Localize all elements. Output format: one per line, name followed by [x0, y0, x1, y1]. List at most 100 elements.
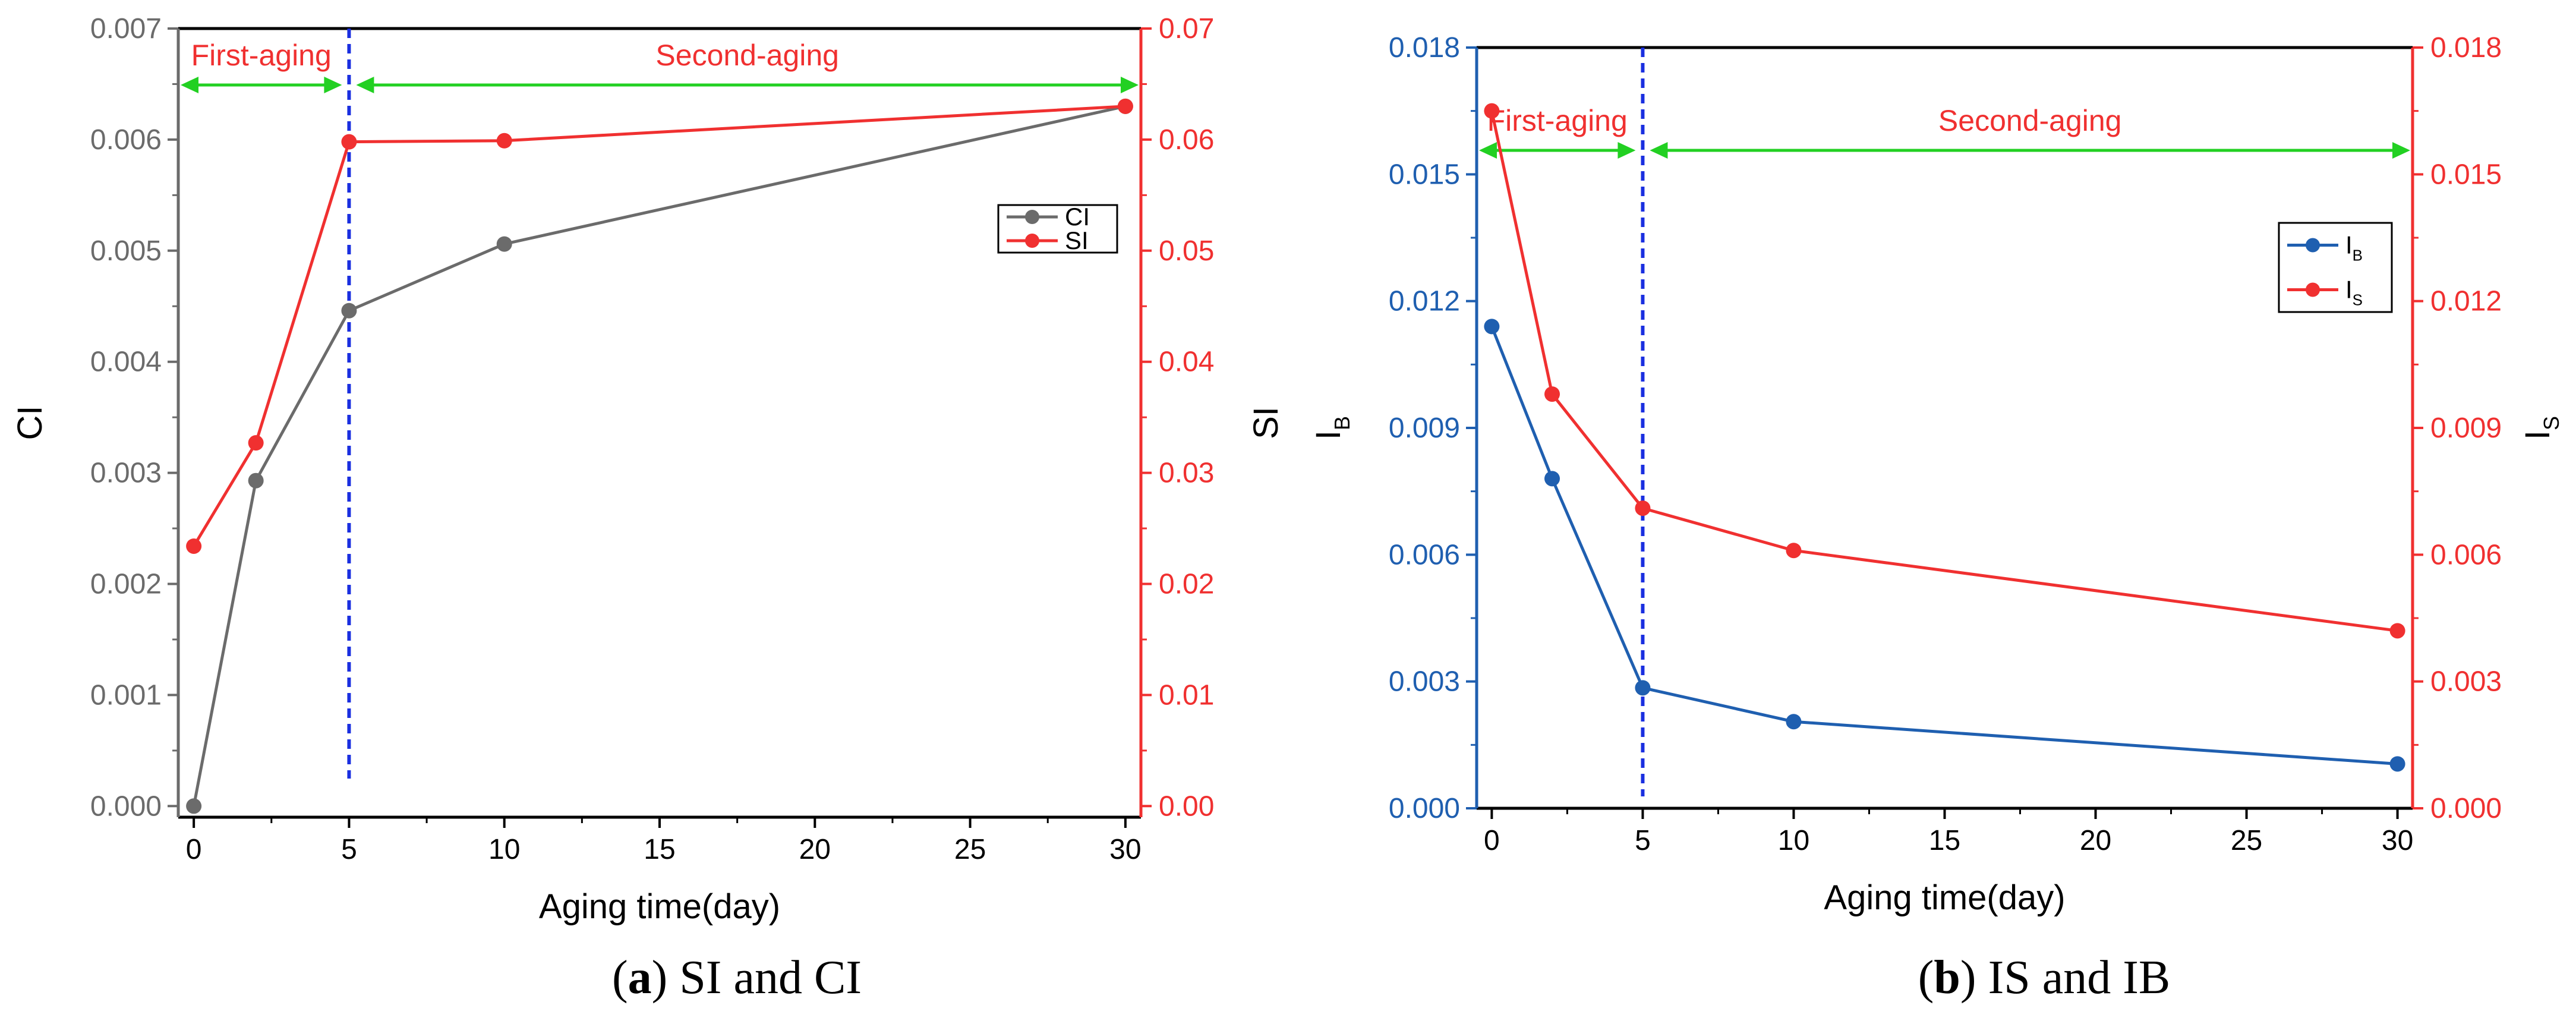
right-y-tick-label: 0.03: [1159, 458, 1214, 489]
right-y-tick-label: 0.00: [1159, 790, 1214, 822]
right-y-tick-label: 0.04: [1159, 346, 1214, 378]
phase-arrow-head-right: [1121, 77, 1139, 93]
x-tick-label: 30: [1109, 834, 1141, 865]
phase-label: First-aging: [1487, 104, 1628, 137]
data-point: [496, 236, 512, 252]
series-line: [1490, 111, 2398, 632]
right-y-tick-label: 0.05: [1159, 235, 1214, 267]
right-y-tick-label: 0.003: [2430, 666, 2502, 698]
x-tick-label: 0: [1484, 825, 1500, 856]
left-y-tick-label: 0.001: [90, 679, 162, 711]
phase-arrow-head-left: [356, 77, 374, 93]
left-y-tick-label: 0.007: [90, 13, 162, 45]
phase-arrow-head-right: [1618, 142, 1636, 159]
x-tick-label: 10: [488, 834, 520, 865]
data-point: [341, 134, 357, 150]
chart-b: 0 5 10 15 20 25 30 0.000 0.003 0.006 0.009 0.012 0.0…: [1309, 32, 2564, 917]
right-y-axis-title: SI: [1247, 407, 1285, 439]
data-point: [496, 133, 512, 149]
left-y-axis-title: CI: [11, 406, 49, 440]
x-tick-label: 0: [186, 834, 202, 865]
phase-label: First-aging: [191, 39, 332, 72]
legend-swatch-marker: [2306, 238, 2320, 253]
caption-b-text: IS and IB: [1988, 952, 2171, 1004]
x-tick-label: 5: [1635, 825, 1651, 856]
phase-arrow-head-left: [181, 77, 198, 93]
left-y-tick-label: 0.006: [1389, 539, 1460, 571]
left-y-axis-title: IB: [1309, 416, 1354, 440]
data-point: [1544, 386, 1560, 402]
left-y-tick-label: 0.004: [90, 346, 162, 378]
phase-arrow-head-right: [2392, 142, 2410, 159]
phase-arrow-head-right: [324, 77, 342, 93]
x-tick-label: 30: [2382, 825, 2413, 856]
data-point: [1635, 500, 1651, 516]
series-line: [1490, 326, 2398, 765]
x-tick-label: 20: [2080, 825, 2111, 856]
data-point: [2389, 623, 2405, 639]
right-y-tick-label: 0.009: [2430, 412, 2502, 444]
left-y-tick-label: 0.015: [1389, 159, 1460, 190]
legend-box: [2278, 222, 2393, 313]
left-y-tick-label: 0.002: [90, 569, 162, 600]
series-line: [192, 105, 1126, 547]
legend-swatch-marker: [1025, 234, 1039, 248]
caption-a-letter: a: [628, 952, 652, 1004]
phase-arrow-head-left: [1650, 142, 1668, 159]
legend-swatch-marker: [1025, 210, 1039, 224]
phase-arrow-head-left: [1479, 142, 1497, 159]
phase-label: Second-aging: [655, 39, 839, 72]
legend-swatch-marker: [2306, 282, 2320, 297]
legend-label: CI: [1065, 203, 1090, 231]
caption-a-text: SI and CI: [679, 952, 862, 1004]
right-y-tick-label: 0.018: [2430, 32, 2502, 64]
legend-box: [997, 204, 1118, 254]
left-y-tick-label: 0.005: [90, 235, 162, 267]
x-tick-label: 10: [1778, 825, 1809, 856]
caption-b-letter: b: [1934, 952, 1960, 1004]
data-point: [2389, 756, 2405, 772]
legend-label: IS: [2345, 276, 2363, 309]
x-tick-label: 5: [341, 834, 357, 865]
data-point: [1484, 103, 1500, 119]
right-y-tick-label: 0.07: [1159, 13, 1214, 45]
right-y-tick-label: 0.012: [2430, 286, 2502, 317]
legend-label: SI: [1065, 226, 1089, 254]
right-y-tick-label: 0.02: [1159, 569, 1214, 600]
left-y-tick-label: 0.006: [90, 124, 162, 156]
left-y-tick-label: 0.003: [1389, 666, 1460, 698]
x-tick-label: 25: [954, 834, 986, 865]
chart-a: 0 5 10 15 20 25 30 0.000 0.001 0.002 0.003 0.004 0.0…: [11, 13, 1285, 926]
caption-a: (a) SI and CI: [612, 952, 862, 1004]
data-point: [1484, 319, 1500, 335]
legend-label: IB: [2345, 231, 2363, 264]
data-point: [248, 435, 264, 451]
right-y-tick-label: 0.000: [2430, 793, 2502, 824]
data-point: [248, 472, 264, 489]
data-point: [1635, 680, 1651, 696]
left-y-tick-label: 0.000: [1389, 793, 1460, 824]
left-y-tick-label: 0.003: [90, 458, 162, 489]
right-y-tick-label: 0.015: [2430, 159, 2502, 190]
data-point: [341, 303, 357, 319]
x-axis-title: Aging time(day): [1824, 878, 2065, 917]
x-tick-label: 15: [1929, 825, 1960, 856]
right-y-tick-label: 0.006: [2430, 539, 2502, 571]
data-point: [186, 798, 202, 814]
x-axis-title: Aging time(day): [539, 887, 780, 926]
data-point: [1786, 714, 1802, 730]
left-y-tick-label: 0.012: [1389, 286, 1460, 317]
data-point: [186, 538, 202, 554]
caption-b: (b) IS and IB: [1918, 952, 2171, 1004]
right-y-tick-label: 0.06: [1159, 124, 1214, 156]
left-y-tick-label: 0.000: [90, 790, 162, 822]
x-tick-label: 25: [2231, 825, 2262, 856]
data-point: [1544, 471, 1560, 487]
data-point: [1117, 98, 1133, 114]
x-tick-label: 15: [644, 834, 675, 865]
left-y-tick-label: 0.009: [1389, 412, 1460, 444]
left-y-tick-label: 0.018: [1389, 32, 1460, 64]
right-y-axis-title: IS: [2518, 416, 2564, 440]
phase-label: Second-aging: [1938, 104, 2122, 137]
